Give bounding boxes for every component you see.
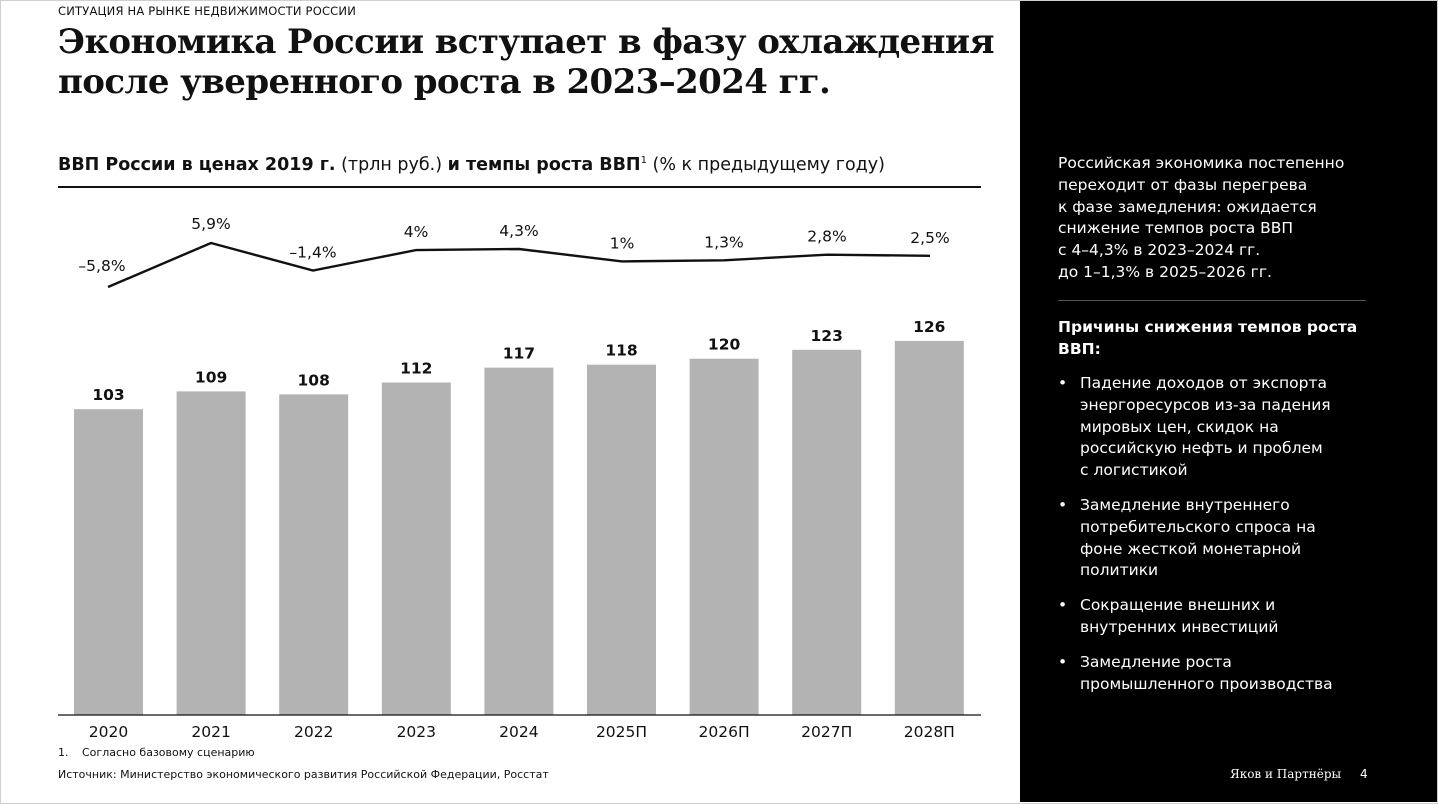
sidebar-intro: Российская экономика постепенно переходит… (1058, 153, 1378, 284)
reason-item: • Сокращение внешних и внутренних инвестиц… (1058, 595, 1368, 639)
footnote: 1. Согласно базовому сценарию (58, 746, 255, 759)
gdp-chart: 103 2020 109 2021 108 2022 112 2023 117 2024 118 20… (58, 215, 981, 741)
reason-line: потребительского спроса на (1080, 517, 1316, 536)
reasons-title-line: ВВП: (1058, 339, 1101, 358)
x-axis-tick-label: 2026П (699, 723, 750, 741)
growth-rate-label: 1,3% (704, 233, 743, 251)
bar-2028П (894, 340, 964, 715)
sidebar-intro-line: к фазе замедления: ожидается (1058, 197, 1317, 216)
bar-value-label: 112 (400, 359, 432, 377)
page-number: 4 (1360, 767, 1368, 781)
reasons-title: Причины снижения темпов роста ВВП: (1058, 317, 1358, 361)
bullet-icon: • (1058, 374, 1068, 392)
bar-2024 (484, 367, 554, 715)
growth-rate-label: 1% (610, 234, 635, 252)
reason-line: фоне жесткой монетарной (1080, 539, 1302, 558)
x-axis-tick-label: 2028П (904, 723, 955, 741)
sidebar-panel: Российская экономика постепенно переходит… (1020, 1, 1437, 802)
sidebar-intro-line: Российская экономика постепенно (1058, 154, 1345, 172)
reason-line: мировых цен, скидок на (1080, 417, 1279, 436)
bullet-icon: • (1058, 596, 1068, 615)
bar-value-label: 123 (811, 327, 843, 345)
bar-value-label: 109 (195, 368, 227, 386)
reason-line: с логистикой (1080, 461, 1188, 480)
reason-line: политики (1080, 561, 1159, 580)
growth-rate-label: 5,9% (191, 215, 230, 233)
bullet-icon: • (1058, 652, 1068, 671)
reason-line: энергоресурсов из-за падения (1080, 395, 1331, 414)
footnote-text: Согласно базовому сценарию (82, 746, 255, 759)
bar-value-label: 120 (708, 336, 741, 354)
bar-2021 (176, 391, 246, 715)
growth-rate-label: 2,8% (807, 228, 846, 246)
bar-value-label: 126 (913, 318, 945, 336)
reason-line: Сокращение внешних и (1080, 596, 1276, 615)
bar-value-label: 103 (92, 386, 124, 404)
company-logo: Яков и Партнёры (1230, 767, 1342, 781)
growth-rate-label: –5,8% (78, 257, 125, 275)
bar-2025П (587, 364, 656, 715)
chart-heading: ВВП России в ценах 2019 г. (трлн руб.) и… (58, 155, 885, 175)
sidebar-divider (1058, 300, 1366, 301)
x-axis-tick-label: 2023 (397, 723, 436, 741)
bar-value-label: 118 (605, 342, 637, 360)
reason-item: • Замедление роста промышленного производс… (1058, 652, 1368, 696)
growth-rate-label: 4,3% (499, 222, 538, 240)
bar-2027П (792, 349, 862, 715)
reason-item: • Падение доходов от экспорта энергоресурс… (1058, 373, 1368, 482)
chart-heading-divider (58, 186, 981, 188)
reasons-title-line: Причины снижения темпов роста (1058, 318, 1358, 336)
reasons-list: • Падение доходов от экспорта энергоресурс… (1058, 373, 1368, 708)
reason-line: Падение доходов от экспорта (1080, 374, 1328, 392)
bar-2023 (381, 382, 451, 715)
page-title: Экономика России вступает в фазу охлажде… (58, 22, 995, 102)
chart-heading-units: (трлн руб.) (335, 155, 448, 175)
chart-heading-gdp: ВВП России в ценах 2019 г. (58, 155, 336, 175)
sidebar-intro-line: переходит от фазы перегрева (1058, 175, 1308, 194)
chart-heading-growth: и темпы роста ВВП (447, 155, 641, 175)
growth-rate-line (107, 241, 931, 289)
x-axis-tick-label: 2024 (499, 723, 538, 741)
growth-rate-label: –1,4% (289, 243, 336, 261)
reason-line: российскую нефть и проблем (1080, 439, 1323, 458)
reason-line: Замедление внутреннего (1080, 495, 1290, 514)
reason-line: Замедление роста (1080, 652, 1232, 671)
source-note: Источник: Министерство экономического ра… (58, 768, 549, 781)
chart-heading-growth-units: (% к предыдущему году) (646, 155, 885, 175)
bar-2026П (689, 358, 759, 715)
bar-2020 (74, 409, 143, 715)
reason-line: промышленного производства (1080, 674, 1333, 693)
reason-item: • Замедление внутреннего потребительского … (1058, 495, 1368, 582)
growth-rate-label: 2,5% (910, 229, 949, 247)
x-axis-tick-label: 2027П (801, 723, 852, 741)
sidebar-intro-line: с 4–4,3% в 2023–2024 гг. (1058, 241, 1261, 260)
bullet-icon: • (1058, 495, 1068, 514)
bar-2022 (279, 394, 349, 715)
bar-value-label: 117 (503, 345, 535, 363)
chart-heading-footnote-marker: 1 (640, 155, 647, 167)
reason-line: внутренних инвестиций (1080, 617, 1279, 636)
x-axis-tick-label: 2021 (191, 723, 230, 741)
x-axis-tick-label: 2022 (294, 723, 333, 741)
footnote-number: 1. (58, 746, 69, 759)
section-label: СИТУАЦИЯ НА РЫНКЕ НЕДВИЖИМОСТИ РОССИИ (58, 4, 357, 18)
growth-rate-label: 4% (404, 223, 429, 241)
x-axis-tick-label: 2020 (89, 723, 128, 741)
sidebar-intro-line: снижение темпов роста ВВП (1058, 219, 1294, 238)
bar-value-label: 108 (298, 371, 330, 389)
sidebar-intro-line: до 1–1,3% в 2025–2026 гг. (1058, 262, 1272, 281)
x-axis-tick-label: 2025П (596, 723, 647, 741)
